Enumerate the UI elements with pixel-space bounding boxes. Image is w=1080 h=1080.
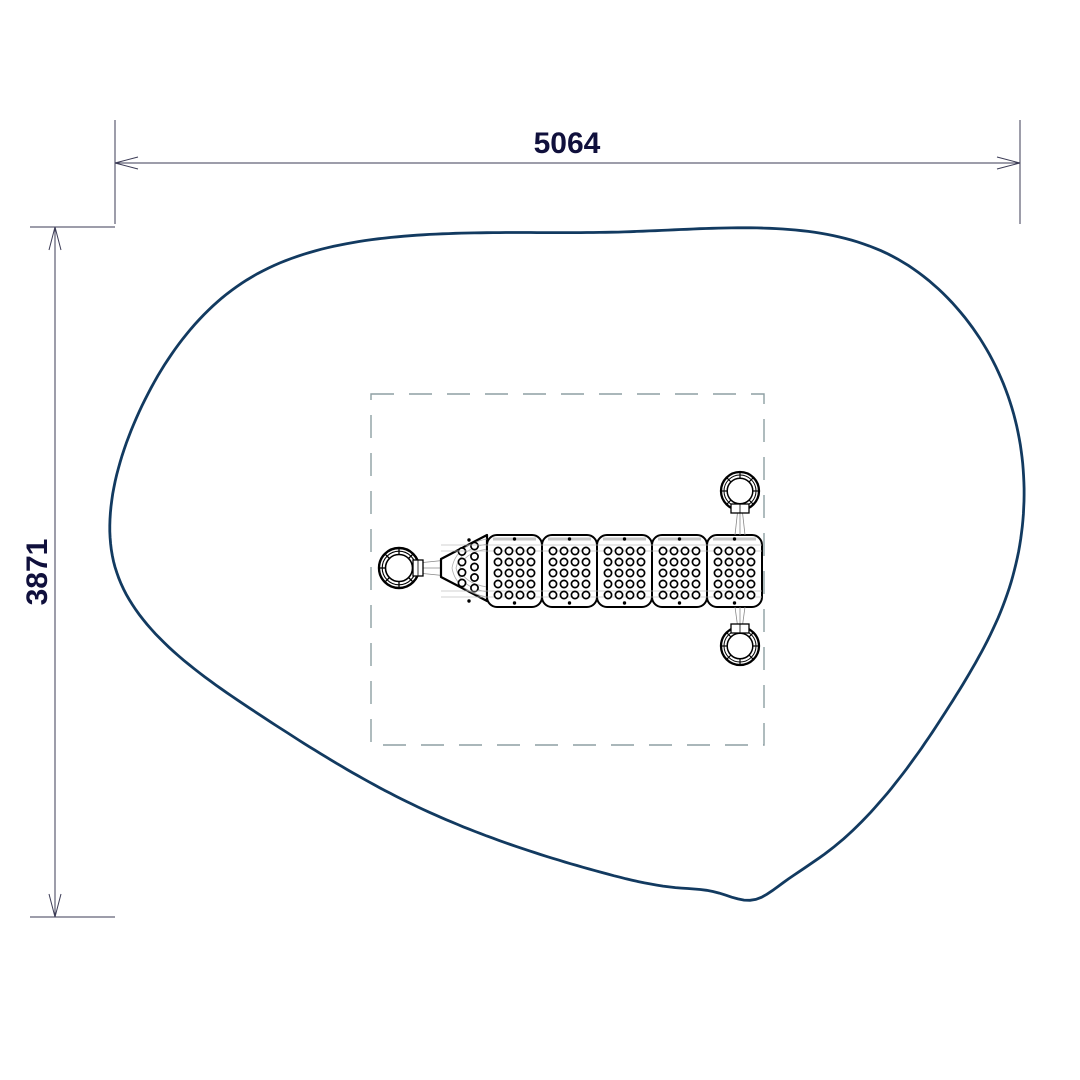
svg-text:3871: 3871 [21,539,54,606]
svg-text:5064: 5064 [534,127,601,160]
